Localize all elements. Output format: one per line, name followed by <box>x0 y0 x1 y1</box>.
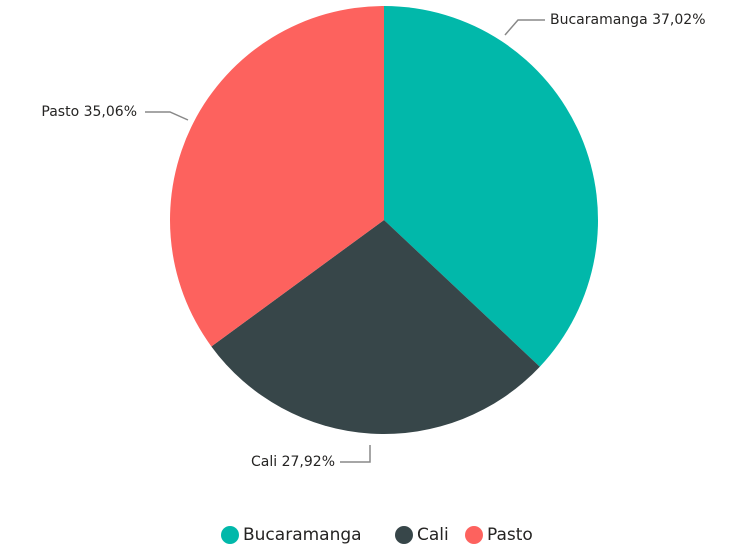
label-category: Cali <box>251 454 277 470</box>
data-label: Cali 27,92% <box>251 454 335 470</box>
legend-label: Cali <box>417 525 449 545</box>
label-value: 35,06% <box>84 104 137 120</box>
legend-marker <box>465 526 483 544</box>
label-category: Pasto <box>41 104 79 120</box>
legend: Bucaramanga Cali Pasto <box>221 525 533 545</box>
data-labels: Bucaramanga 37,02% Cali 27,92% Pasto 35,06… <box>41 12 705 470</box>
pie <box>170 6 598 434</box>
legend-label: Bucaramanga <box>243 525 362 545</box>
leader-line <box>504 19 545 36</box>
label-category: Bucaramanga <box>550 12 648 28</box>
label-value: 27,92% <box>282 454 335 470</box>
legend-marker <box>395 526 413 544</box>
pie-slice <box>170 6 384 347</box>
legend-marker <box>221 526 239 544</box>
pie-slice <box>384 6 598 367</box>
pie-slice <box>211 220 540 434</box>
label-value: 37,02% <box>652 12 705 28</box>
leader-line <box>340 445 371 463</box>
data-label: Bucaramanga 37,02% <box>550 12 706 28</box>
data-label: Pasto 35,06% <box>41 104 137 120</box>
legend-label: Pasto <box>487 525 533 545</box>
leader-line <box>145 111 189 121</box>
